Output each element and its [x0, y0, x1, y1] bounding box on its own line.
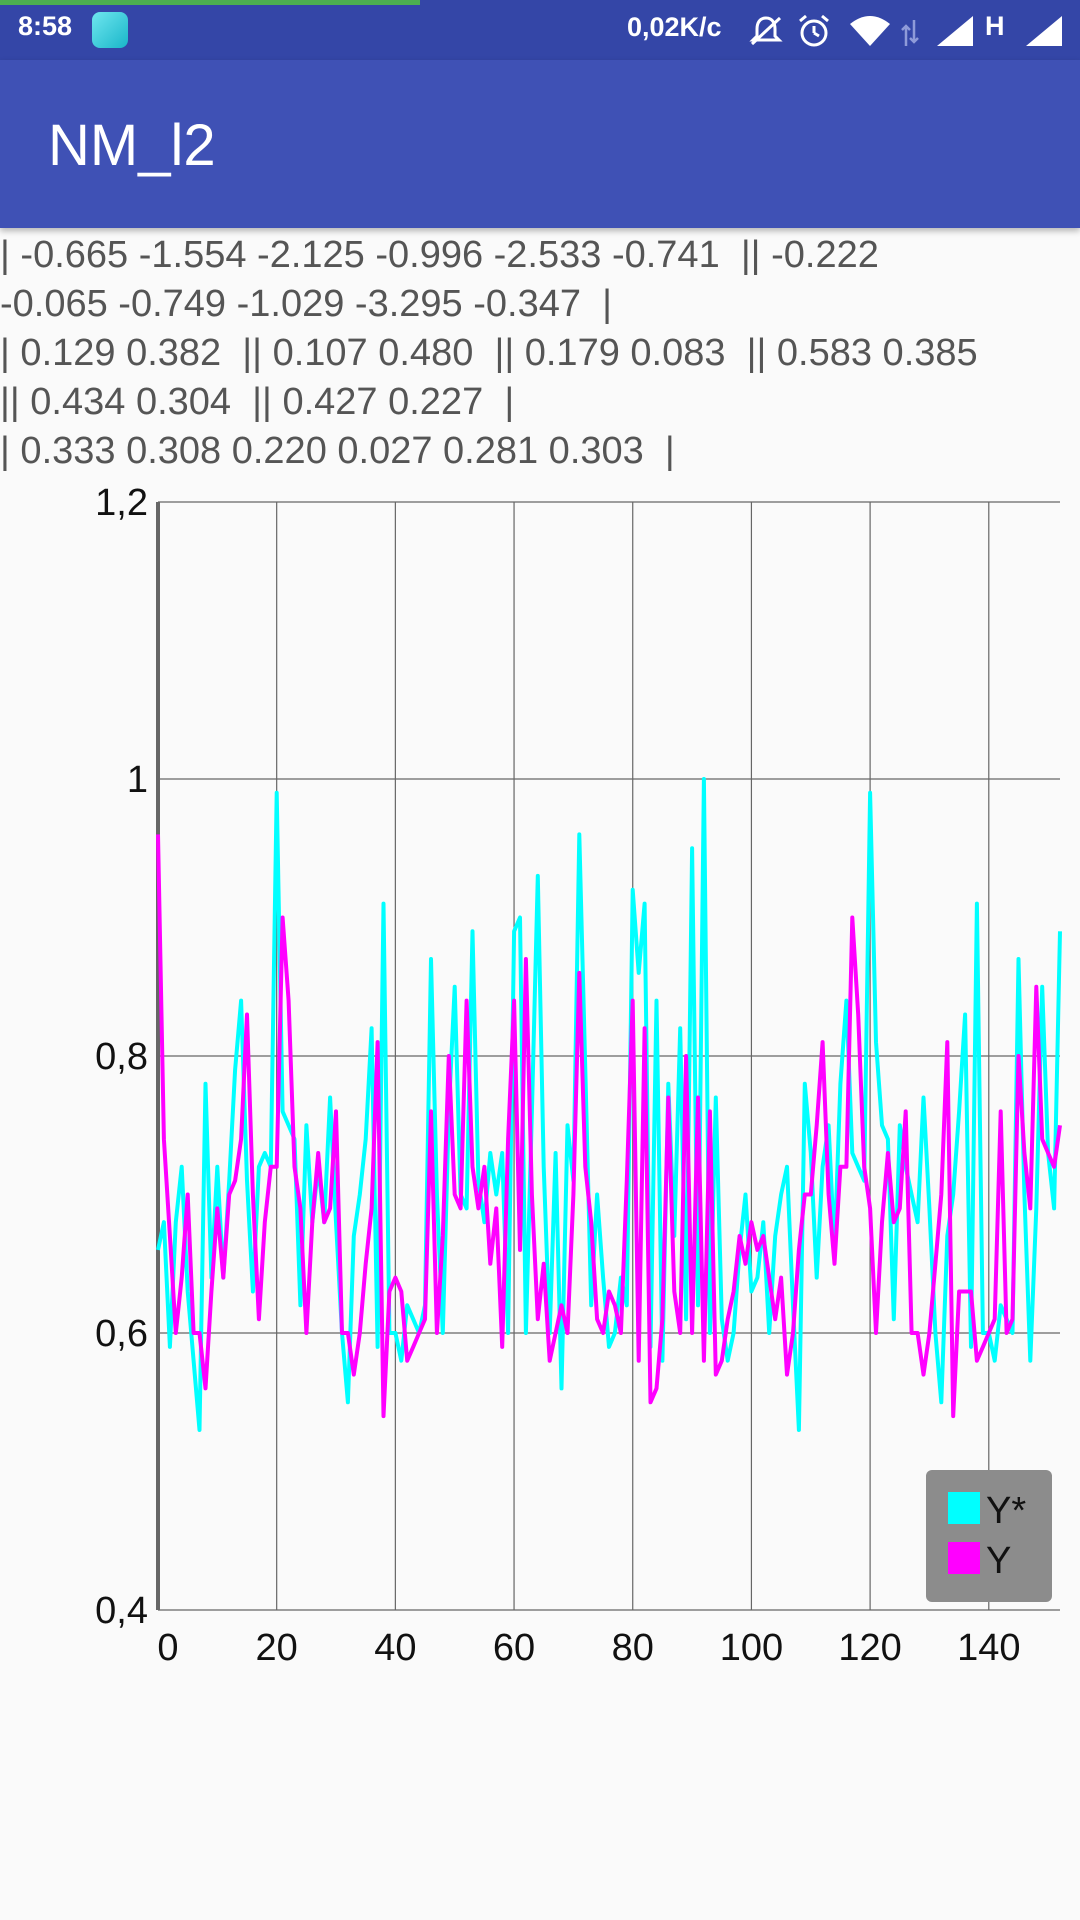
x-tick-label: 60	[493, 1627, 535, 1669]
y-tick-label: 0,8	[95, 1036, 148, 1078]
x-tick-label: 80	[612, 1627, 654, 1669]
x-tick-label: 40	[374, 1627, 416, 1669]
app-bar: NM_l2	[0, 60, 1080, 228]
status-bar: 8:58 0,02K/c H	[0, 0, 1080, 60]
info-line-4: || 0.434 0.304 || 0.427 0.227 |	[0, 381, 515, 423]
info-line-1: | -0.665 -1.554 -2.125 -0.996 -2.533 -0.…	[0, 234, 879, 276]
mute-icon	[749, 16, 783, 46]
info-line-3: | 0.129 0.382 || 0.107 0.480 || 0.179 0.…	[0, 332, 978, 374]
network-type: H	[985, 11, 1005, 41]
x-tick-label: 140	[957, 1627, 1020, 1669]
info-line-2: -0.065 -0.749 -1.029 -3.295 -0.347 |	[0, 283, 612, 325]
x-tick-label: 0	[157, 1627, 178, 1669]
x-tick-label: 100	[720, 1627, 783, 1669]
y-tick-label: 0,6	[95, 1313, 148, 1355]
x-tick-label: 120	[838, 1627, 901, 1669]
signal-icon	[937, 16, 973, 46]
app-title: NM_l2	[48, 113, 216, 178]
network-speed: 0,02K/c	[627, 12, 722, 42]
alarm-icon	[799, 14, 829, 47]
chart-legend: Y* Y	[926, 1470, 1052, 1602]
y-tick-label: 0,4	[95, 1590, 148, 1632]
series-line-y	[156, 834, 1062, 1419]
line-chart: 0,4 0,6 0,8 1 1,2 0 20 40 60 80 100 120 140	[95, 482, 1062, 1669]
legend-swatch-y	[948, 1542, 980, 1574]
y-tick-label: 1	[127, 759, 148, 801]
status-time: 8:58	[18, 11, 73, 41]
app-icon	[92, 12, 128, 48]
wifi-icon	[850, 16, 890, 46]
progress-strip	[0, 0, 420, 5]
signal-icon-2	[1026, 16, 1062, 46]
info-line-5: | 0.333 0.308 0.220 0.027 0.281 0.303 |	[0, 430, 675, 472]
data-arrows-icon	[901, 20, 919, 46]
legend-swatch-y-star	[948, 1492, 980, 1524]
legend-label-y: Y	[986, 1540, 1012, 1582]
x-tick-label: 20	[256, 1627, 298, 1669]
legend-label-y-star: Y*	[986, 1490, 1027, 1532]
y-tick-label: 1,2	[95, 482, 148, 524]
